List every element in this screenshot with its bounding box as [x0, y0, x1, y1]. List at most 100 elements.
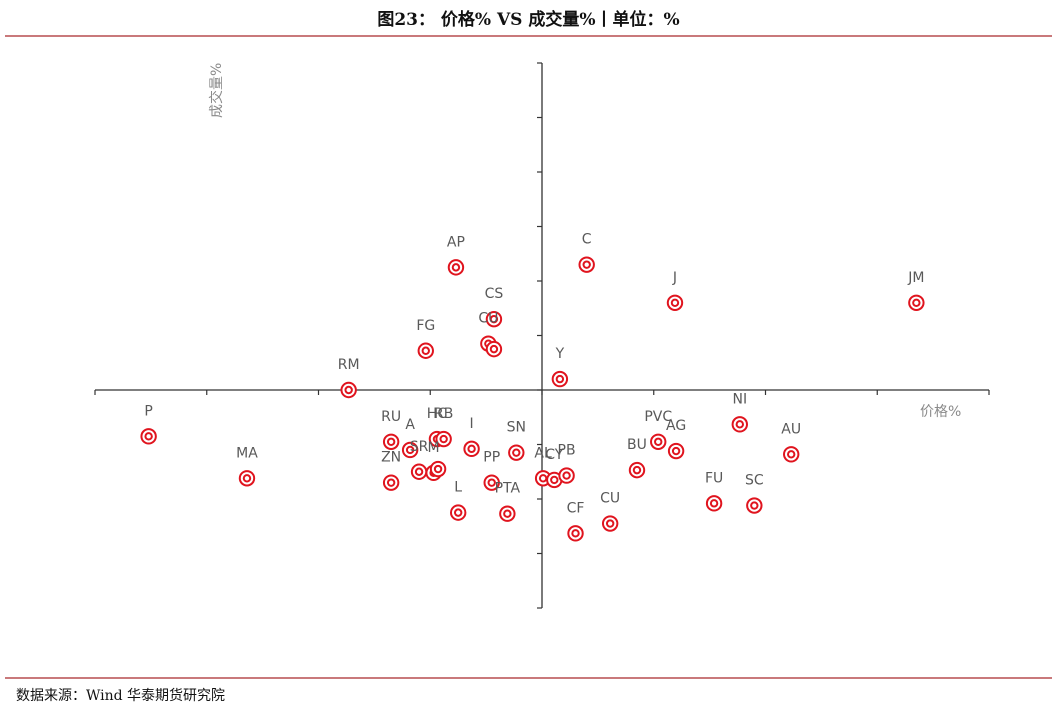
- data-point: I: [463, 416, 480, 458]
- data-point: AG: [666, 418, 686, 460]
- point-label: JM: [907, 270, 924, 286]
- marker-inner: [433, 464, 443, 474]
- point-label: A: [405, 417, 415, 433]
- data-point: CF: [567, 500, 585, 542]
- data-point: FU: [705, 470, 723, 512]
- point-label: RU: [381, 409, 401, 425]
- data-point: CY: [545, 447, 564, 489]
- point-label: M: [428, 440, 440, 456]
- data-point: AU: [781, 421, 801, 463]
- point-label: I: [470, 416, 474, 432]
- data-point: L: [449, 480, 467, 521]
- point-label: SC: [745, 473, 764, 489]
- marker-inner: [735, 420, 744, 429]
- marker-inner: [421, 346, 430, 355]
- data-point: PTA: [495, 481, 521, 522]
- data-point: RB: [434, 406, 453, 448]
- data-point: SR: [410, 439, 429, 480]
- marker-inner: [467, 444, 476, 454]
- data-point: PB: [558, 443, 576, 484]
- marker-inner: [562, 471, 571, 480]
- point-label: CF: [567, 500, 585, 516]
- marker-inner: [414, 467, 424, 476]
- marker-inner: [489, 314, 499, 324]
- data-point: CU: [600, 491, 620, 532]
- marker-inner: [709, 499, 719, 508]
- point-label: PTA: [495, 481, 521, 497]
- point-label: MA: [236, 445, 258, 461]
- data-point: CS: [485, 286, 504, 328]
- marker-inner: [489, 344, 499, 354]
- data-point: JM: [907, 270, 925, 311]
- marker-inner: [439, 434, 448, 444]
- data-point: A: [401, 417, 419, 459]
- point-label: AU: [781, 421, 801, 437]
- marker-inner: [555, 374, 565, 384]
- data-point: [485, 340, 503, 358]
- data-point: SN: [507, 420, 526, 461]
- marker-inner: [605, 519, 615, 528]
- point-label: Y: [555, 346, 565, 362]
- data-point: BU: [627, 437, 647, 479]
- data-point: FG: [416, 318, 435, 359]
- chart-title: 图23： 价格% VS 成交量%丨单位：%: [377, 10, 680, 30]
- marker-inner: [453, 508, 463, 517]
- chart-axes: [94, 62, 990, 609]
- top-divider: [5, 35, 1052, 37]
- bottom-divider: [5, 677, 1052, 679]
- point-label: J: [672, 270, 677, 286]
- marker-inner: [512, 448, 521, 457]
- marker-inner: [750, 501, 759, 510]
- data-point: AL: [534, 445, 552, 487]
- marker-inner: [538, 474, 548, 483]
- marker-inner: [582, 260, 591, 269]
- marker-inner: [654, 437, 663, 446]
- point-label: C: [582, 232, 592, 248]
- point-label: PVC: [644, 409, 672, 425]
- marker-inner: [787, 450, 796, 459]
- point-label: CU: [478, 311, 498, 327]
- data-point: RM: [338, 357, 360, 399]
- point-label: FU: [705, 470, 723, 486]
- data-point: J: [666, 270, 684, 311]
- point-label: PB: [558, 443, 576, 459]
- marker-inner: [670, 298, 680, 307]
- data-point: [429, 460, 447, 478]
- data-point: MA: [236, 445, 258, 487]
- point-label: AG: [666, 418, 686, 434]
- data-point: AP: [447, 234, 465, 276]
- point-label: FG: [416, 318, 435, 334]
- point-label: CU: [600, 491, 620, 507]
- point-label: PP: [483, 450, 500, 466]
- source-note: 数据来源：Wind 华泰期货研究院: [16, 688, 226, 704]
- data-point: P: [140, 403, 157, 445]
- marker-inner: [912, 298, 921, 307]
- point-label: CY: [545, 447, 564, 463]
- data-point: RU: [381, 409, 401, 450]
- marker-inner: [632, 465, 642, 475]
- marker-inner: [344, 385, 353, 395]
- marker-inner: [571, 529, 580, 538]
- point-label: RM: [338, 357, 360, 373]
- marker-inner: [144, 432, 153, 441]
- marker-inner: [386, 437, 396, 446]
- data-point: Y: [551, 346, 569, 388]
- marker-inner: [550, 475, 559, 485]
- point-label: RB: [434, 406, 453, 422]
- point-label: AL: [534, 445, 552, 461]
- data-point: SC: [745, 473, 764, 514]
- marker-inner: [451, 263, 461, 272]
- data-point: ZN: [381, 450, 401, 491]
- point-label: SR: [410, 439, 429, 455]
- data-point: NI: [731, 391, 748, 433]
- marker-inner: [487, 478, 496, 487]
- marker-inner: [242, 474, 252, 483]
- data-point: PVC: [644, 409, 672, 450]
- marker-inner: [503, 509, 512, 518]
- point-label: NI: [732, 391, 747, 407]
- data-point: C: [578, 232, 595, 273]
- marker-inner: [671, 446, 681, 456]
- point-label: CS: [485, 286, 504, 302]
